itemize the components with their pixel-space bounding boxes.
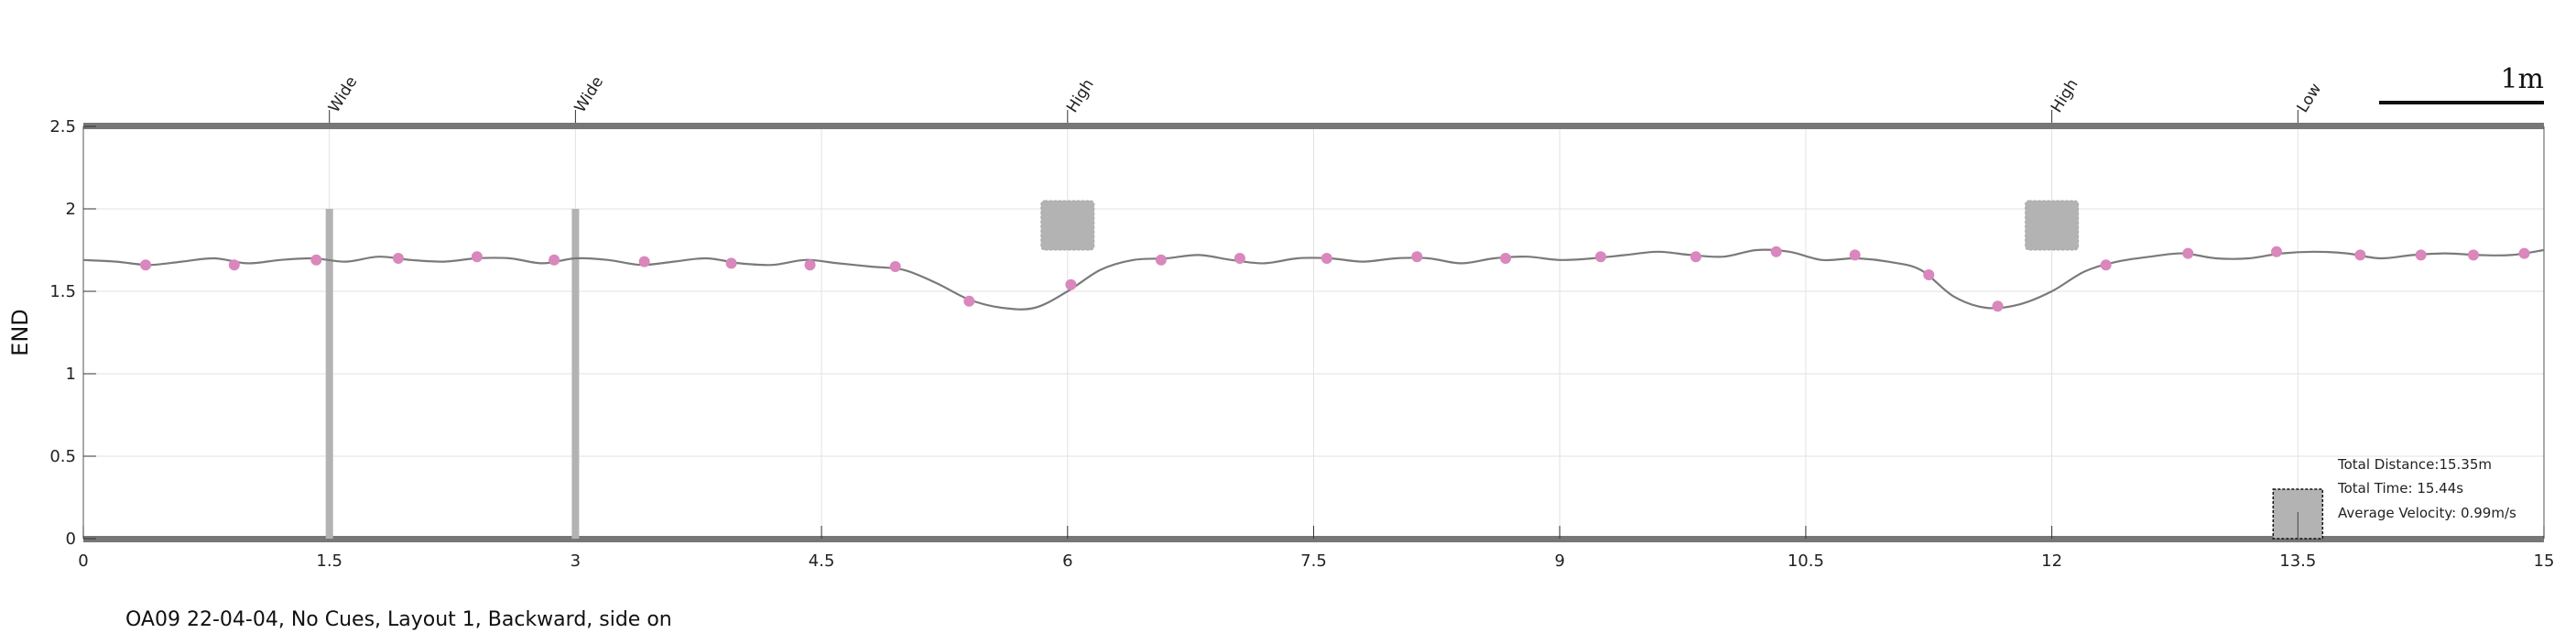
scale-bar-label: 1m: [2500, 63, 2544, 95]
obstacle-high-box: [1040, 200, 1095, 251]
trajectory-marker: [471, 251, 483, 263]
trajectory-marker: [1411, 251, 1423, 263]
x-tick-label: 12: [2041, 551, 2062, 571]
trajectory-marker: [1155, 254, 1167, 266]
obstacle-label: High: [1063, 76, 1098, 116]
trajectory-marker: [2467, 249, 2479, 261]
trajectory-marker: [1234, 253, 1245, 264]
trajectory-marker: [1065, 278, 1077, 290]
y-tick-label: 2.5: [49, 117, 76, 136]
trajectory-line: [82, 248, 2545, 311]
trajectory-marker: [804, 259, 816, 271]
obstacle-wide-bar: [571, 209, 580, 539]
trajectory-marker: [638, 256, 650, 267]
x-tick-label: 15: [2534, 551, 2555, 571]
x-tick-label: 1.5: [316, 551, 342, 571]
obstacle-high-box: [2025, 200, 2080, 251]
trajectory-marker: [1923, 269, 1935, 280]
obstacle-label: Wide: [571, 73, 607, 116]
trajectory-marker: [1849, 249, 1861, 261]
x-tick-label: 6: [1062, 551, 1072, 571]
obstacle-label: High: [2048, 76, 2082, 116]
trajectory-marker: [889, 261, 901, 272]
stat-total-distance: Total Distance:15.35m: [2337, 456, 2492, 473]
y-tick-label: 1: [66, 365, 76, 384]
trajectory-marker: [2182, 247, 2194, 259]
trajectory-marker: [140, 259, 152, 271]
trajectory-marker: [1992, 300, 2004, 312]
trajectory-marker: [1770, 246, 1782, 257]
trajectory-marker: [228, 259, 240, 271]
trajectory-marker: [725, 257, 737, 269]
trajectory-marker: [963, 295, 975, 307]
x-tick-label: 3: [571, 551, 581, 571]
x-tick-label: 4.5: [809, 551, 835, 571]
trajectory-marker: [1690, 251, 1701, 263]
y-tick-label: 2: [66, 200, 76, 219]
y-tick-label: 1.5: [49, 282, 76, 301]
trajectory-marker: [2271, 246, 2283, 257]
x-tick-label: 7.5: [1300, 551, 1327, 571]
trajectory-marker: [2518, 247, 2530, 259]
figure-caption: OA09 22-04-04, No Cues, Layout 1, Backwa…: [125, 608, 672, 631]
trajectory-marker: [549, 254, 560, 266]
stat-average-velocity: Average Velocity: 0.99m/s: [2338, 505, 2516, 521]
x-tick-label: 10.5: [1788, 551, 1824, 571]
trajectory-marker: [392, 253, 404, 264]
y-axis-label: END: [7, 309, 33, 356]
obstacle-label: Wide: [325, 73, 361, 116]
y-tick-label: 0.5: [49, 447, 76, 466]
stat-total-time: Total Time: 15.44s: [2337, 480, 2463, 497]
trajectory-marker: [2415, 249, 2427, 261]
y-tick-label: 0: [66, 529, 76, 549]
trajectory-marker: [2100, 259, 2112, 271]
trajectory-marker: [310, 254, 322, 266]
trajectory-marker: [1594, 251, 1606, 263]
x-tick-label: 0: [78, 551, 88, 571]
frame-bottom: [83, 536, 2544, 542]
trajectory-marker: [1500, 253, 1512, 264]
trajectory-marker: [2354, 249, 2366, 261]
frame-top: [83, 123, 2544, 129]
x-tick-label: 9: [1554, 551, 1564, 571]
obstacle-wide-bar: [325, 209, 333, 539]
trajectory-marker: [1321, 253, 1332, 264]
x-tick-label: 13.5: [2279, 551, 2316, 571]
